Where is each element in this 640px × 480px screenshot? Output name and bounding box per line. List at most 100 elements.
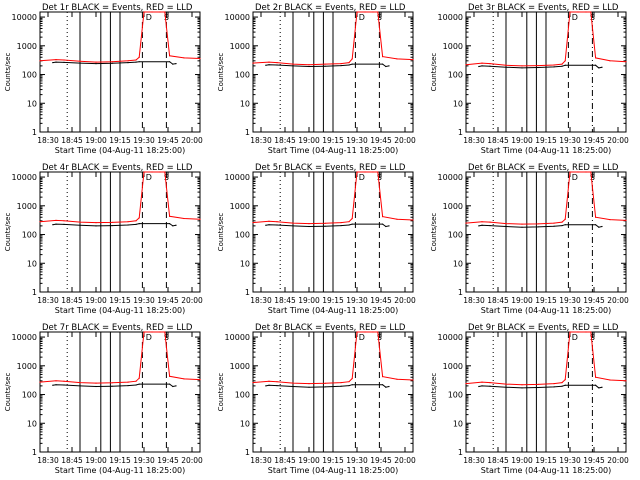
y-tick-label: 100: [22, 71, 37, 80]
data-point-lld: [577, 331, 579, 333]
data-point-events: [138, 383, 140, 385]
x-tick-label: 18:30: [463, 456, 485, 465]
annotation-label: S: [377, 13, 382, 22]
annotation-label: D: [572, 333, 578, 342]
x-axis-label: Start Time (04-Aug-11 18:25:00): [481, 306, 612, 315]
data-point-lld: [276, 221, 278, 223]
data-point-events: [265, 224, 267, 226]
y-tick-label: 1000: [443, 202, 463, 211]
data-point-lld: [505, 383, 507, 385]
data-point-events: [55, 61, 57, 63]
panel-4: Det 4r BLACK = Events, RED = LLD 1 10 100 10…: [4, 163, 203, 315]
data-point-lld: [252, 62, 254, 64]
data-point-events: [292, 65, 294, 67]
data-point-events: [169, 223, 171, 225]
data-point-lld: [537, 383, 539, 386]
x-tick-label: 18:30: [463, 136, 485, 145]
data-point-lld: [183, 57, 185, 59]
data-point-lld: [111, 61, 113, 63]
data-point-lld: [505, 223, 507, 225]
data-point-events: [95, 225, 97, 227]
data-point-events: [481, 224, 483, 226]
data-point-events: [521, 226, 523, 228]
x-tick-label: 19:30: [133, 296, 155, 305]
y-tick-label: 100: [22, 391, 37, 400]
data-point-events: [388, 385, 390, 388]
data-point-lld: [553, 222, 555, 224]
data-point-lld: [39, 60, 41, 62]
data-point-events: [595, 224, 597, 226]
data-point-lld: [63, 380, 65, 382]
x-tick-label: 18:30: [250, 456, 272, 465]
y-tick-label: 10000: [12, 333, 37, 342]
y-tick-label: 10000: [12, 173, 37, 182]
data-point-lld: [382, 216, 384, 218]
annotation-label: D: [359, 173, 365, 182]
x-axis-label: Start Time (04-Aug-11 18:25:00): [481, 466, 612, 475]
panel-title: Det 6r BLACK = Events, RED = LLD: [468, 163, 619, 173]
data-point-events: [489, 224, 491, 227]
data-point-lld: [276, 381, 278, 383]
data-point-events: [127, 62, 129, 64]
data-point-lld: [55, 380, 57, 382]
data-point-lld: [138, 56, 140, 58]
data-point-events: [521, 67, 523, 69]
data-point-events: [111, 62, 113, 64]
data-point-lld: [135, 380, 137, 382]
x-tick-label: 19:00: [298, 456, 320, 465]
data-point-events: [595, 64, 597, 66]
data-point-lld: [95, 382, 97, 384]
data-point-events: [276, 64, 278, 66]
series-line-events: [52, 223, 177, 227]
data-point-lld: [164, 331, 166, 333]
series-line-lld: [39, 331, 201, 384]
x-tick-label: 19:15: [535, 136, 557, 145]
data-point-lld: [39, 221, 41, 223]
y-axis-label: Counts/sec: [430, 373, 438, 412]
y-tick-label: 10000: [225, 13, 250, 22]
data-point-lld: [356, 171, 358, 173]
series-line-events: [478, 64, 603, 69]
data-point-events: [561, 65, 563, 67]
data-point-events: [598, 226, 600, 228]
data-point-events: [553, 66, 555, 68]
y-tick-label: 1000: [17, 42, 37, 51]
data-point-lld: [169, 375, 171, 377]
data-point-lld: [55, 59, 57, 61]
x-tick-label: 18:45: [487, 456, 509, 465]
x-tick-label: 18:45: [487, 136, 509, 145]
data-point-events: [601, 66, 603, 68]
data-point-events: [127, 384, 129, 387]
data-point-events: [564, 224, 566, 226]
data-point-lld: [127, 221, 129, 223]
data-point-events: [340, 224, 342, 227]
data-point-lld: [590, 171, 592, 173]
panel-title: Det 9r BLACK = Events, RED = LLD: [468, 323, 619, 333]
x-tick-label: 19:30: [559, 456, 581, 465]
series-line-events: [52, 383, 177, 388]
annotation-label: D: [572, 173, 578, 182]
y-axis-label: Counts/sec: [4, 373, 12, 412]
data-point-events: [169, 383, 171, 385]
x-axis-label: Start Time (04-Aug-11 18:25:00): [55, 306, 186, 315]
x-axis-label: Start Time (04-Aug-11 18:25:00): [55, 146, 186, 155]
x-tick-label: 18:45: [61, 456, 83, 465]
x-tick-label: 19:45: [583, 296, 605, 305]
data-point-events: [478, 385, 480, 388]
series-line-events: [265, 63, 390, 68]
x-tick-label: 19:45: [583, 136, 605, 145]
y-axis-label: Counts/sec: [217, 213, 225, 252]
data-point-lld: [569, 11, 571, 13]
panel-2: Det 2r BLACK = Events, RED = LLD 1 10 100 10…: [217, 3, 416, 155]
data-point-events: [481, 385, 483, 387]
y-tick-label: 1: [458, 448, 463, 457]
panel-3: Det 3r BLACK = Events, RED = LLD 1 10 100 10…: [430, 3, 629, 155]
data-point-events: [348, 384, 350, 387]
data-point-events: [505, 386, 507, 388]
data-point-lld: [377, 11, 379, 13]
x-tick-label: 20:00: [181, 456, 203, 465]
data-point-lld: [396, 378, 398, 380]
x-axis-label: Start Time (04-Aug-11 18:25:00): [268, 306, 399, 315]
data-point-events: [505, 66, 507, 68]
